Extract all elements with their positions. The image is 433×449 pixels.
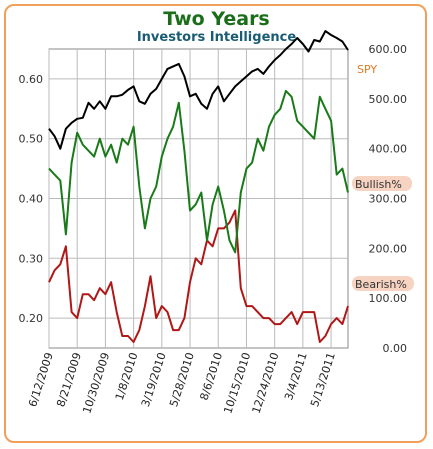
left-tick-label: 0.60	[19, 73, 44, 86]
spy-line	[48, 30, 349, 150]
x-tick-label: 8/21/2009	[54, 351, 84, 409]
series-group	[48, 30, 349, 343]
x-tick-label: 12/24/2010	[250, 351, 282, 415]
chart-subtitle: Investors Intelligence	[136, 30, 297, 45]
right-axis: 0.00 100.00 200.00 300.00 400.00 500.00 600.00	[369, 43, 408, 355]
right-tick-label: 400.00	[369, 143, 408, 156]
x-tick-label: 10/15/2010	[221, 351, 253, 415]
bullish-line	[48, 89, 349, 254]
x-tick-label: 1/8/2010	[113, 351, 141, 402]
left-tick-label: 0.20	[19, 312, 44, 325]
grid-lines	[48, 49, 348, 348]
x-tick-label: 5/13/2011	[308, 351, 338, 409]
bullish-label-bg	[352, 176, 412, 191]
x-tick-label: 3/4/2011	[282, 351, 310, 402]
spy-label: SPY	[357, 63, 377, 76]
x-tick-label: 8/6/2010	[197, 351, 225, 402]
x-tick-label: 10/30/2009	[80, 351, 112, 415]
right-tick-label: 500.00	[369, 93, 408, 106]
x-tick-label: 5/28/2010	[167, 351, 197, 409]
right-tick-label: 600.00	[369, 43, 408, 56]
right-tick-label: 300.00	[369, 193, 408, 206]
bearish-label: Bearish%	[355, 278, 407, 291]
x-tick-label: 6/12/2009	[26, 351, 56, 409]
x-tick-label: 3/19/2010	[139, 351, 169, 409]
bullish-label: Bullish%	[355, 178, 402, 191]
right-tick-label: 0.00	[383, 342, 408, 355]
left-axis: 0.20 0.30 0.40 0.50 0.60	[19, 73, 44, 325]
right-tick-label: 100.00	[369, 292, 408, 305]
right-tick-label: 200.00	[369, 242, 408, 255]
bearish-label-bg	[352, 276, 414, 291]
chart-title: Two Years	[163, 8, 270, 30]
left-tick-label: 0.50	[19, 133, 44, 146]
left-tick-label: 0.30	[19, 252, 44, 265]
left-tick-label: 0.40	[19, 193, 44, 206]
bearish-line	[48, 209, 349, 343]
